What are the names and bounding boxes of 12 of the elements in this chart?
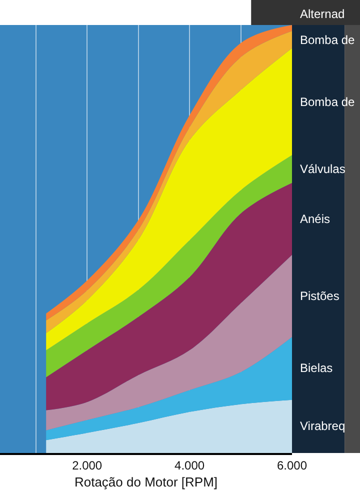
- x-tick-label: 6.000: [276, 458, 308, 472]
- series-label: Alternad: [300, 7, 345, 21]
- x-tick-label: 2.000: [72, 458, 102, 472]
- series-label: Virabreq: [300, 419, 346, 433]
- series-label: Bomba de: [300, 33, 356, 47]
- series-label: Bomba de: [300, 95, 356, 109]
- series-label: Bielas: [300, 361, 333, 375]
- series-label: Anéis: [300, 212, 330, 226]
- x-axis-title: Rotação do Motor [RPM]: [74, 474, 218, 490]
- x-tick-label: 4.000: [174, 458, 205, 472]
- series-label: Válvulas: [300, 162, 346, 176]
- series-label: Pistões: [300, 289, 340, 303]
